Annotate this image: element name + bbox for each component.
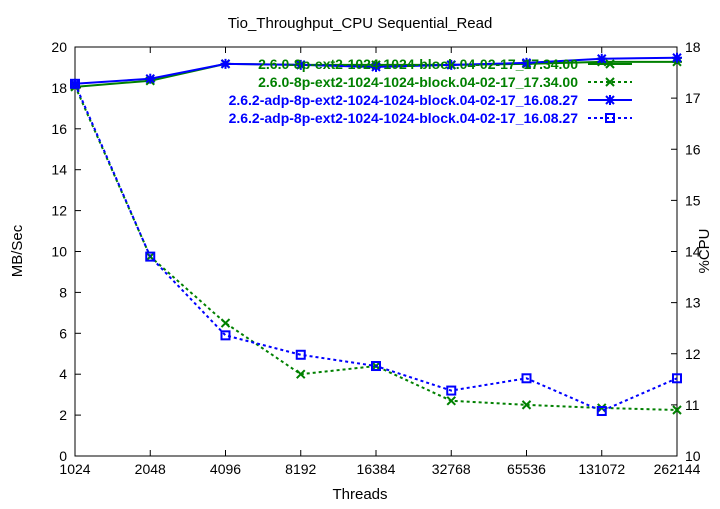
y-axis-label: MB/Sec xyxy=(9,224,26,277)
x-axis-label: Threads xyxy=(332,486,387,503)
data-point xyxy=(220,330,231,341)
y-tick-label: 2 xyxy=(59,407,67,423)
series-line xyxy=(74,85,678,411)
series-3 xyxy=(70,78,682,417)
data-point xyxy=(521,373,532,384)
x-tick-label: 65536 xyxy=(507,461,546,477)
chart-title: Tio_Throughput_CPU Sequential_Read xyxy=(228,15,493,32)
data-point xyxy=(295,59,306,70)
data-point xyxy=(446,396,456,406)
data-point xyxy=(672,405,682,415)
data-point xyxy=(145,73,156,84)
y-tick-label: 18 xyxy=(51,80,67,96)
legend-marker xyxy=(605,77,615,87)
legend-marker xyxy=(605,113,615,123)
plot-frame xyxy=(74,46,678,457)
data-point xyxy=(672,373,682,384)
legend-label: 2.6.2-adp-8p-ext2-1024-1024-block.04-02-… xyxy=(229,92,579,108)
y2-axis-label: %CPU xyxy=(696,228,713,273)
y-tick-label: 0 xyxy=(59,448,67,464)
y-tick-label: 14 xyxy=(51,162,67,178)
legend-label: 2.6.2-adp-8p-ext2-1024-1024-block.04-02-… xyxy=(229,110,579,126)
data-point xyxy=(220,58,231,69)
x-tick-label: 4096 xyxy=(210,461,241,477)
data-point xyxy=(521,400,532,410)
y2-tick-label: 17 xyxy=(685,90,701,106)
data-point xyxy=(70,78,80,89)
data-point xyxy=(596,406,607,417)
legend-marker xyxy=(605,95,615,105)
y2-tick-label: 10 xyxy=(685,448,701,464)
y-tick-label: 10 xyxy=(51,244,67,260)
y-tick-label: 12 xyxy=(51,203,67,219)
data-point xyxy=(371,361,381,372)
x-tick-label: 16384 xyxy=(357,461,396,477)
y2-tick-label: 12 xyxy=(685,346,701,362)
legend-label: 2.6.0-8p-ext2-1024-1024-block.04-02-17_1… xyxy=(258,56,578,72)
y2-tick-label: 14 xyxy=(685,244,701,260)
x-tick-label: 2048 xyxy=(135,461,166,477)
y-tick-label: 4 xyxy=(59,366,67,382)
y2-tick-label: 15 xyxy=(685,192,701,208)
data-point xyxy=(220,318,231,328)
data-point xyxy=(296,369,306,379)
data-point xyxy=(295,349,306,360)
series-2 xyxy=(70,52,682,89)
legend-label: 2.6.0-8p-ext2-1024-1024-block.04-02-17_1… xyxy=(258,74,578,90)
x-tick-label: 1024 xyxy=(59,461,90,477)
data-point xyxy=(672,52,682,63)
legend-marker xyxy=(605,59,615,69)
data-point xyxy=(145,251,156,262)
x-tick-label: 262144 xyxy=(654,461,701,477)
y-tick-label: 8 xyxy=(59,284,67,300)
y-tick-label: 20 xyxy=(51,39,67,55)
data-point xyxy=(446,385,457,396)
data-point xyxy=(521,57,532,68)
y2-tick-label: 18 xyxy=(685,39,701,55)
y2-tick-label: 13 xyxy=(685,295,701,311)
y2-tick-label: 11 xyxy=(685,397,700,413)
x-tick-label: 32768 xyxy=(432,461,471,477)
y-tick-label: 6 xyxy=(59,325,67,341)
x-tick-label: 8192 xyxy=(285,461,316,477)
series-line xyxy=(74,83,678,413)
data-point xyxy=(596,53,607,64)
series-1 xyxy=(70,81,682,415)
data-point xyxy=(371,61,381,72)
y-tick-label: 16 xyxy=(51,121,67,137)
x-tick-label: 131072 xyxy=(578,461,625,477)
data-point xyxy=(446,59,457,70)
y2-tick-label: 16 xyxy=(685,141,701,157)
